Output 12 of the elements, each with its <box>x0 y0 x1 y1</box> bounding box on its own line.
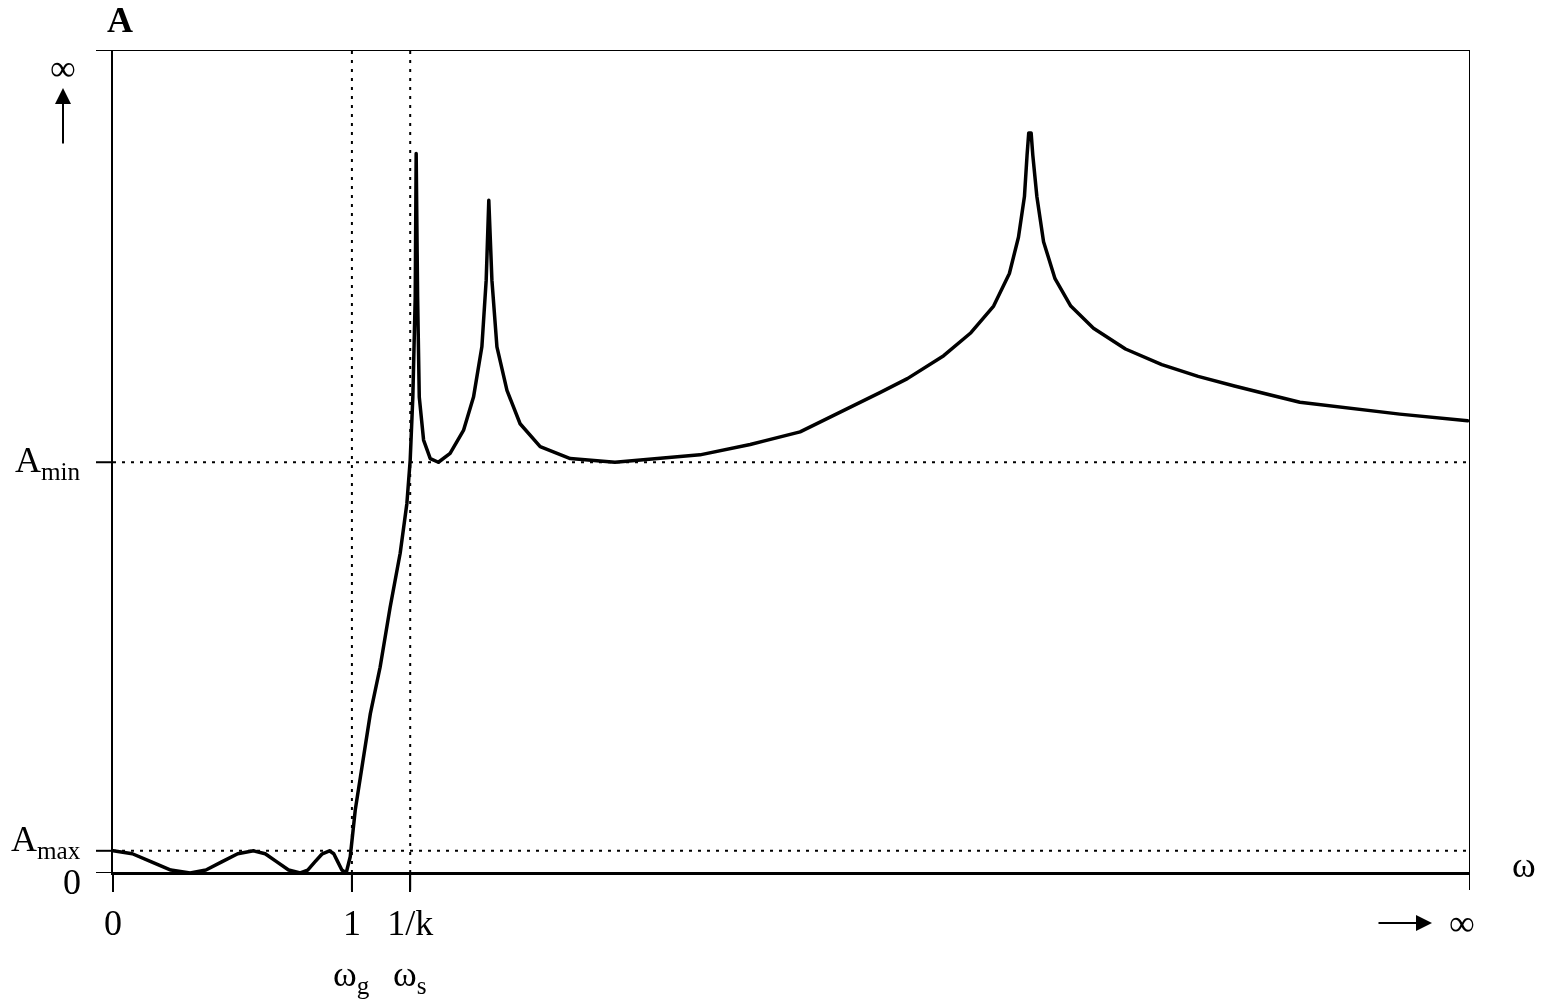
ref-line-label: 0 <box>63 862 81 902</box>
ref-line-label: ∞ <box>1449 903 1475 943</box>
ref-line-label: ω$_{s}$ <box>393 954 427 999</box>
x-tick-label: 0 <box>104 903 122 944</box>
y-axis-title: A <box>107 0 133 40</box>
x-tick-label: 1/k <box>387 903 434 944</box>
ref-line-label: A$_{max}$ <box>11 819 81 864</box>
ref-line-label: A$_{min}$ <box>15 440 81 485</box>
ref-line-label: ∞ <box>50 48 76 88</box>
ref-line-label: ω$_{g}$ <box>333 954 370 999</box>
x-axis-title: ω <box>1512 845 1536 885</box>
x-tick-label: 1 <box>342 903 361 944</box>
